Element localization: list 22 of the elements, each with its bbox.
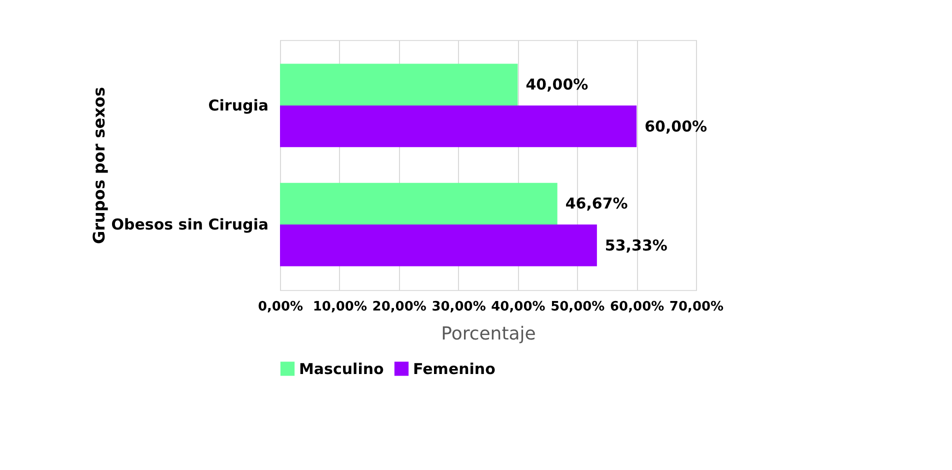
bar [280, 224, 597, 266]
bar [280, 182, 558, 225]
y-tick-label: Obesos sin Cirugia [111, 216, 268, 234]
data-label: 53,33% [604, 236, 668, 254]
x-tick-label: 10,00% [312, 300, 368, 314]
legend-label: Masculino [299, 360, 384, 378]
bar [280, 105, 637, 148]
x-axis-title: Porcentaje [441, 324, 536, 344]
x-tick-label: 40,00% [491, 300, 546, 314]
x-tick-label: 70,00% [669, 300, 724, 314]
x-tick-label: 20,00% [372, 300, 426, 314]
x-tick-label: 60,00% [610, 300, 664, 314]
y-axis-title: Grupos por sexos [89, 86, 108, 244]
legend-label: Femenino [413, 360, 496, 378]
x-tick-label: 30,00% [432, 300, 486, 314]
x-tick-label: 0,00% [258, 300, 304, 314]
y-tick-label: Cirugia [208, 96, 268, 114]
data-label: 46,67% [565, 194, 628, 213]
data-label: 40,00% [526, 76, 588, 94]
x-tick-label: 50,00% [550, 300, 605, 314]
data-label: 60,00% [644, 117, 708, 136]
bar [280, 64, 518, 106]
